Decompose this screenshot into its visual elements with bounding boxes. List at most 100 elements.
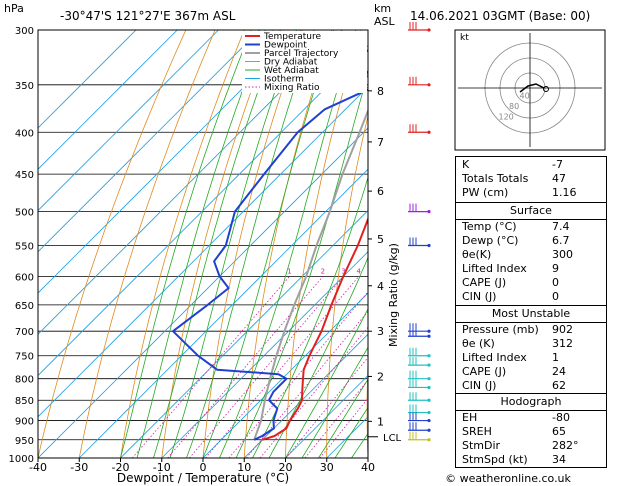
pressure-tick-label: 300 bbox=[15, 26, 34, 37]
wind-barb-base bbox=[427, 329, 431, 333]
surface-title: Surface bbox=[510, 204, 552, 217]
row-value: 24 bbox=[552, 365, 566, 378]
isotherm-line bbox=[38, 127, 368, 458]
index-value: 1.16 bbox=[552, 186, 577, 199]
wet-adiabat-line bbox=[219, 30, 357, 458]
mixing-ratio-line bbox=[304, 379, 368, 458]
row-label: Pressure (mb) bbox=[462, 323, 539, 336]
isotherm-line bbox=[38, 30, 302, 294]
wet-adiabat-line bbox=[301, 346, 368, 458]
wet-adiabat-line bbox=[186, 30, 315, 458]
mixing-ratio-value: 1 bbox=[287, 267, 291, 275]
index-label: Totals Totals bbox=[462, 172, 529, 185]
row-label: Lifted Index bbox=[462, 262, 527, 275]
isotherm-line bbox=[38, 30, 137, 129]
mu-row: CAPE (J) 24 bbox=[462, 365, 600, 380]
wind-barb-base bbox=[427, 354, 431, 358]
hodo-row: EH -80 bbox=[462, 411, 600, 426]
wind-barb-base bbox=[427, 83, 431, 87]
isotherm-line bbox=[78, 168, 368, 458]
index-row: Totals Totals 47 bbox=[462, 172, 600, 187]
isotherm-line bbox=[161, 251, 368, 458]
row-value: -80 bbox=[552, 411, 570, 424]
row-label: CIN (J) bbox=[462, 290, 497, 303]
hodograph-ring-label: 40 bbox=[520, 92, 530, 101]
pressure-tick-label: 750 bbox=[15, 352, 34, 363]
row-value: 300 bbox=[552, 248, 573, 261]
storm-motion-marker bbox=[543, 86, 549, 92]
hodograph-ring-label: 120 bbox=[499, 113, 514, 122]
row-value: 902 bbox=[552, 323, 573, 336]
pressure-tick-label: 350 bbox=[15, 81, 34, 92]
hodograph-stats-title: Hodograph bbox=[500, 395, 562, 408]
mixing-ratio-value: 6 bbox=[379, 267, 384, 275]
km-tick-label: 4 bbox=[377, 280, 384, 293]
temperature-tick-label: 20 bbox=[279, 461, 293, 474]
pressure-tick-label: 950 bbox=[15, 436, 34, 447]
mixing-ratio-value: 10 bbox=[406, 267, 415, 275]
surface-row: CIN (J) 0 bbox=[462, 290, 600, 305]
row-label: Dewp (°C) bbox=[462, 234, 519, 247]
index-row: K -7 bbox=[462, 158, 600, 173]
row-value: 0 bbox=[552, 276, 559, 289]
hodo-row: SREH 65 bbox=[462, 425, 600, 440]
dewpoint-line bbox=[172, 49, 368, 441]
wind-barb-base bbox=[427, 209, 431, 214]
mixing-ratio-line bbox=[167, 276, 324, 458]
index-label: K bbox=[462, 158, 470, 171]
wet-adiabat-line bbox=[235, 72, 368, 458]
dry-adiabat-line bbox=[618, 30, 629, 458]
km-tick-label: 2 bbox=[377, 370, 384, 383]
pressure-tick-label: 700 bbox=[15, 327, 34, 338]
wind-barb-base bbox=[427, 28, 431, 32]
wind-barb-base bbox=[427, 398, 431, 402]
pressure-tick-label: 550 bbox=[15, 241, 34, 252]
row-value: 34 bbox=[552, 453, 566, 466]
wind-barb-base bbox=[427, 363, 431, 367]
row-value: 0 bbox=[552, 290, 559, 303]
row-label: CAPE (J) bbox=[462, 276, 507, 289]
dry-adiabat-line bbox=[78, 30, 216, 458]
surface-row: Lifted Index 9 bbox=[462, 262, 600, 277]
wind-barb-base bbox=[427, 243, 431, 248]
row-value: 65 bbox=[552, 425, 566, 438]
km-tick-label: 5 bbox=[377, 233, 384, 246]
row-label: θe(K) bbox=[462, 248, 492, 261]
pressure-tick-label: 900 bbox=[15, 417, 34, 428]
datetime-label: 14.06.2021 03GMT (Base: 00) bbox=[410, 9, 590, 23]
km-tick-label: 7 bbox=[377, 136, 384, 149]
km-tick-label: 8 bbox=[377, 85, 384, 98]
lcl-label: LCL bbox=[383, 433, 402, 444]
mixing-ratio-value: 4 bbox=[357, 267, 362, 275]
row-label: SREH bbox=[462, 425, 492, 438]
index-value: 47 bbox=[552, 172, 566, 185]
row-value: 282° bbox=[552, 439, 579, 452]
index-label: PW (cm) bbox=[462, 186, 509, 199]
row-label: StmSpd (kt) bbox=[462, 453, 528, 466]
wet-adiabat-line bbox=[202, 30, 335, 458]
hodograph-trace bbox=[519, 83, 545, 93]
wet-adiabat-line bbox=[169, 30, 297, 458]
row-value: 312 bbox=[552, 337, 573, 350]
pressure-tick-label: 400 bbox=[15, 128, 34, 139]
temperature-tick-label: 0 bbox=[200, 461, 207, 474]
pressure-tick-label: 850 bbox=[15, 396, 34, 407]
hodo-row: StmSpd (kt) 34 bbox=[462, 453, 600, 468]
temperature-line bbox=[262, 216, 368, 441]
isotherm-line bbox=[38, 44, 368, 377]
legend-item-label: Isotherm bbox=[264, 75, 304, 85]
temperature-tick-label: 40 bbox=[361, 461, 375, 474]
isotherm-line bbox=[202, 292, 368, 458]
pressure-tick-label: 650 bbox=[15, 301, 34, 312]
isotherm-line bbox=[38, 86, 368, 418]
wet-adiabat-line bbox=[153, 30, 281, 458]
mu-row: Pressure (mb) 902 bbox=[462, 323, 600, 338]
pressure-tick-label: 450 bbox=[15, 170, 34, 181]
hodograph-stats-panel: Hodograph EH -80 SREH 65 StmDir 282° StmSpd… bbox=[455, 393, 607, 468]
dry-adiabat-line bbox=[120, 30, 245, 458]
row-value: 1 bbox=[552, 351, 559, 364]
wet-adiabat-line bbox=[334, 406, 368, 458]
mixing-ratio-line bbox=[228, 291, 368, 458]
surface-row: θe(K) 300 bbox=[462, 248, 600, 263]
km-tick-label: 1 bbox=[377, 415, 384, 428]
